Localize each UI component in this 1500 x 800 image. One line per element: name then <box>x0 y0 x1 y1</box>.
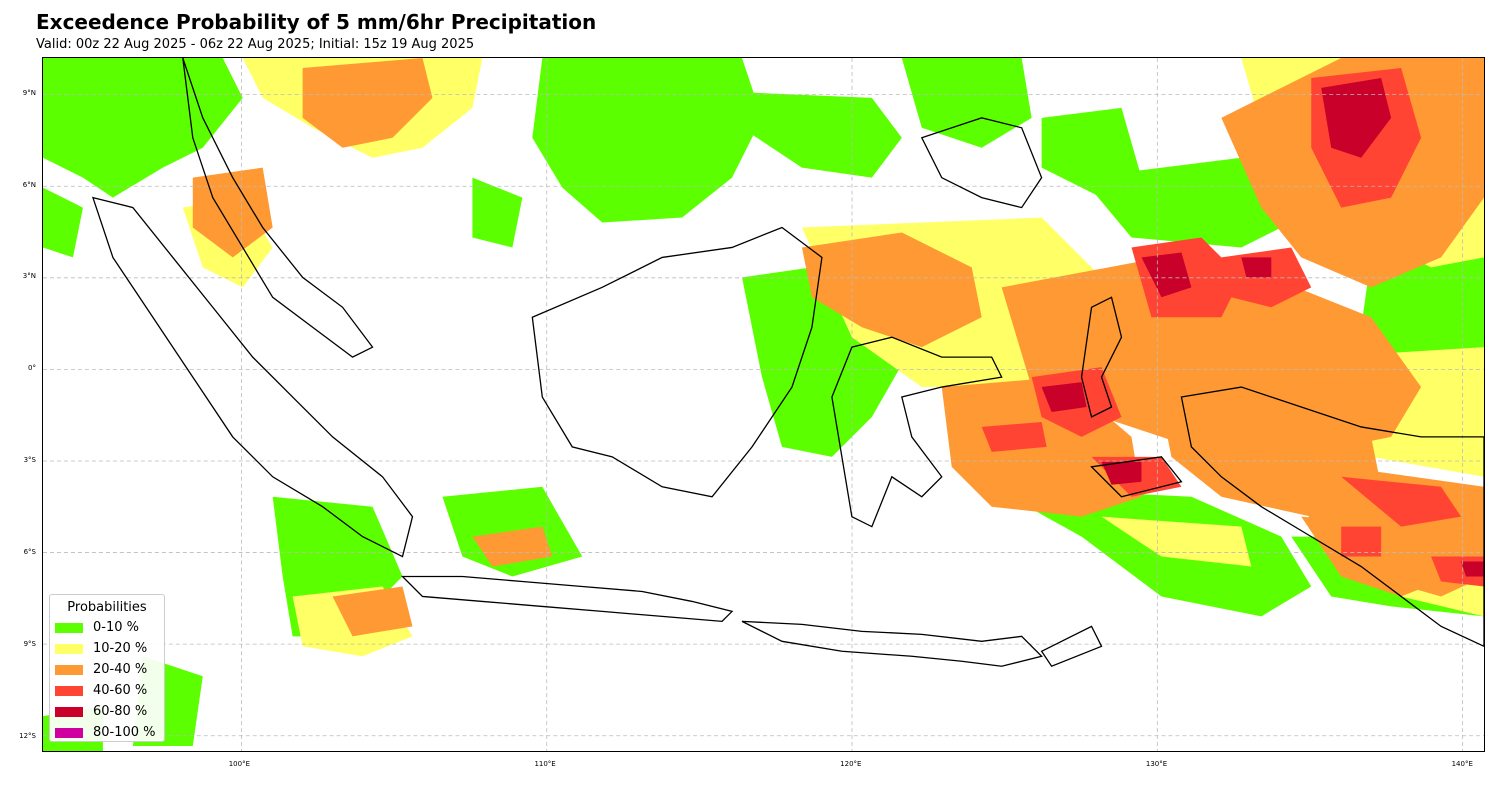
coast-sumatra <box>91 196 414 558</box>
legend-swatch <box>55 686 83 696</box>
legend-title: Probabilities <box>67 600 147 615</box>
probability-field-layer <box>43 58 1484 751</box>
lon-tick-label: 120°E <box>840 760 862 768</box>
lat-tick-label: 6°N <box>22 180 36 189</box>
chart-title: Exceedence Probability of 5 mm/6hr Preci… <box>36 10 597 34</box>
coast-mindanao <box>920 117 1043 209</box>
coast-new-guinea <box>1180 386 1484 648</box>
legend: Probabilities 0-10 % 10-20 % 20-40 % 40-… <box>49 594 165 742</box>
graticule <box>43 58 1484 751</box>
coast-halmahera <box>1080 296 1123 418</box>
legend-label: 40-60 % <box>93 683 148 698</box>
lon-tick-label: 100°E <box>228 760 250 768</box>
coast-sulawesi <box>831 336 1003 528</box>
legend-swatch <box>55 728 83 738</box>
lat-tick-label: 6°S <box>23 547 36 556</box>
legend-swatch <box>55 644 83 654</box>
lon-tick-label: 140°E <box>1451 760 1473 768</box>
legend-swatch <box>55 707 83 717</box>
lat-tick-label: 3°N <box>22 272 36 281</box>
coast-borneo <box>531 226 823 498</box>
lat-tick-label: 0° <box>28 364 36 373</box>
lat-tick-label: 9°S <box>23 639 36 648</box>
legend-swatch <box>55 623 83 633</box>
field-darkred-areas <box>1041 77 1484 577</box>
legend-label: 10-20 % <box>93 641 148 656</box>
lon-tick-label: 110°E <box>534 760 556 768</box>
coast-seram <box>1090 456 1183 498</box>
coastlines <box>91 58 1484 668</box>
legend-label: 60-80 % <box>93 704 148 719</box>
coast-timor <box>1040 625 1103 668</box>
coast-java <box>400 575 734 623</box>
lat-tick-label: 12°S <box>19 731 36 740</box>
chart-subtitle: Valid: 00z 22 Aug 2025 - 06z 22 Aug 2025… <box>36 37 475 52</box>
legend-label: 20-40 % <box>93 662 148 677</box>
precip-map <box>43 58 1484 751</box>
lat-tick-label: 9°N <box>22 88 36 97</box>
legend-label: 0-10 % <box>93 620 139 635</box>
lat-tick-label: 3°S <box>23 456 36 465</box>
coast-lesser-sunda <box>741 620 1043 667</box>
coast-malay-peninsula <box>182 58 374 358</box>
lon-tick-label: 130°E <box>1145 760 1168 768</box>
legend-swatch <box>55 665 83 675</box>
legend-label: 80-100 % <box>93 725 156 740</box>
map-panel[interactable] <box>42 57 1485 752</box>
